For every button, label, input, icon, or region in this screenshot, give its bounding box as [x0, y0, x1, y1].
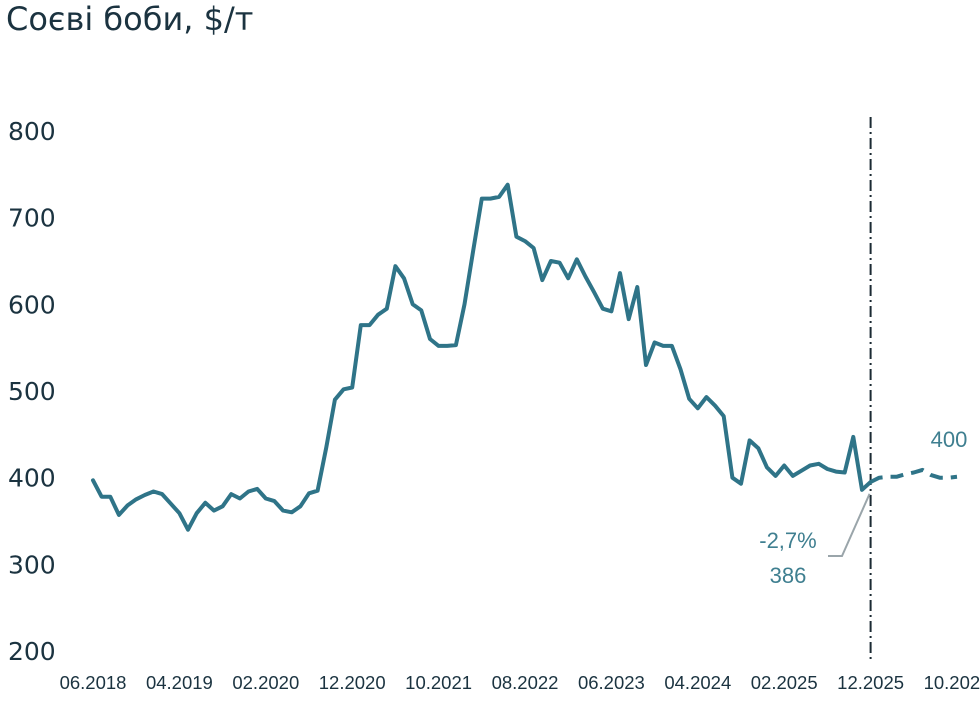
y-tick-label: 500 — [8, 377, 56, 406]
annotations: 400 -2,7% 386 — [759, 427, 967, 588]
x-tick-label: 04.2024 — [664, 672, 731, 693]
x-tick-label: 12.2025 — [837, 672, 904, 693]
y-tick-label: 200 — [8, 637, 56, 666]
chart-title: Соєві боби, $/т — [6, 0, 254, 38]
y-tick-label: 800 — [8, 117, 56, 146]
x-tick-label: 12.2020 — [319, 672, 386, 693]
forecast-value-label: 400 — [931, 427, 968, 452]
y-tick-label: 300 — [8, 550, 56, 579]
annotation-leader-line — [828, 493, 871, 557]
x-tick-label: 06.2023 — [578, 672, 645, 693]
history-series-line — [91, 182, 873, 532]
forecast-series-line — [869, 467, 958, 484]
x-tick-label: 06.2018 — [60, 672, 127, 693]
y-tick-label: 700 — [8, 204, 56, 233]
x-axis: 06.2018 04.2019 02.2020 12.2020 10.2021 08.20… — [60, 672, 980, 693]
change-percent-label: -2,7% — [759, 528, 816, 553]
x-tick-label: 02.2025 — [751, 672, 818, 693]
series-group — [91, 182, 958, 532]
x-tick-label: 04.2019 — [146, 672, 213, 693]
x-tick-label: 02.2020 — [232, 672, 299, 693]
x-tick-label: 08.2022 — [492, 672, 559, 693]
y-axis: 800 700 600 500 400 300 200 — [8, 117, 56, 666]
y-tick-label: 400 — [8, 464, 56, 493]
y-tick-label: 600 — [8, 290, 56, 319]
x-tick-label: 10.2021 — [405, 672, 472, 693]
x-tick-label: 10.2026 — [924, 672, 980, 693]
last-value-label: 386 — [770, 563, 807, 588]
